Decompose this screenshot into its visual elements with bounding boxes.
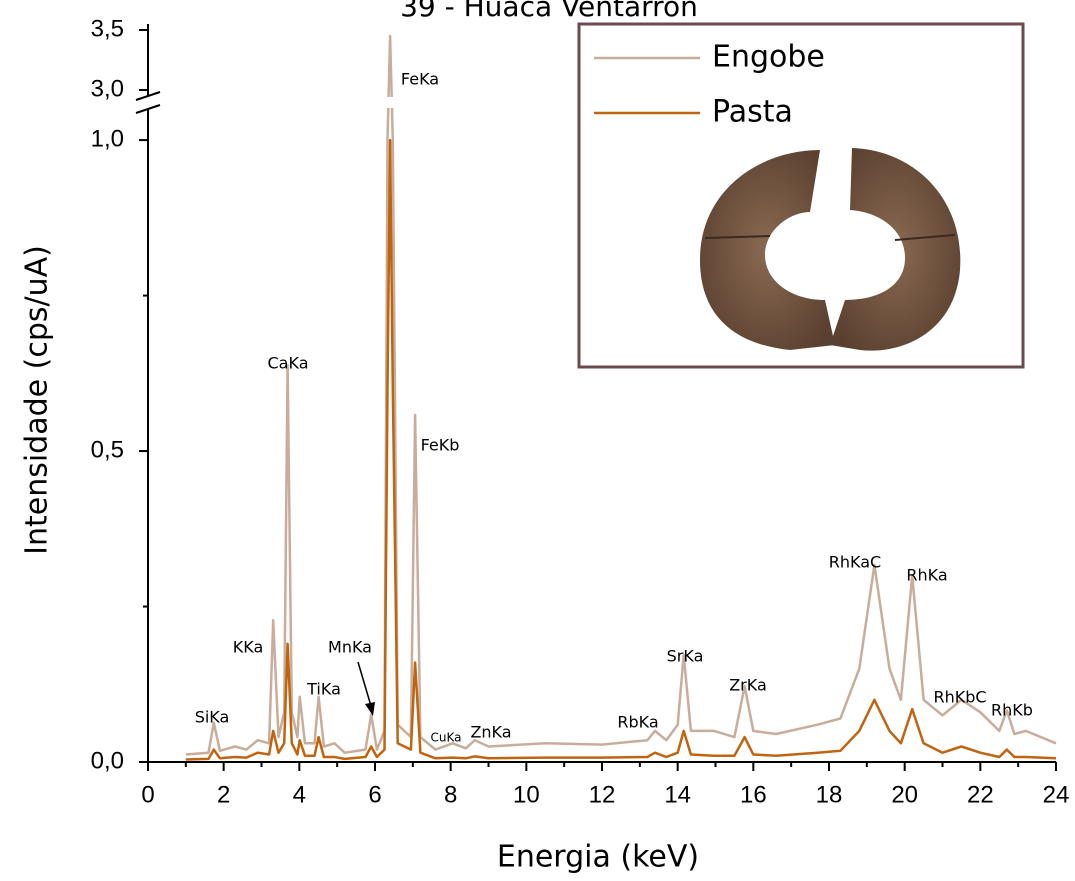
peak-label: ZrKa bbox=[729, 676, 767, 695]
x-tick-label: 6 bbox=[368, 781, 381, 808]
peak-label: SrKa bbox=[667, 647, 704, 666]
y-tick-label: 0,5 bbox=[91, 436, 124, 463]
y-tick-label: 3,0 bbox=[91, 75, 124, 102]
x-tick-label: 14 bbox=[664, 781, 691, 808]
peak-label: FeKa bbox=[401, 70, 439, 89]
x-tick-label: 24 bbox=[1043, 781, 1070, 808]
x-tick-label: 18 bbox=[816, 781, 843, 808]
annotation-arrow bbox=[357, 661, 372, 707]
peak-label: CuKa bbox=[431, 731, 462, 745]
spectrum-line bbox=[185, 34, 1057, 756]
x-tick-label: 22 bbox=[967, 781, 994, 808]
peak-label: KKa bbox=[233, 638, 264, 657]
x-tick-label: 2 bbox=[217, 781, 230, 808]
legend bbox=[577, 22, 1025, 369]
x-tick-label: 8 bbox=[444, 781, 457, 808]
sherd bbox=[830, 148, 961, 351]
peak-label: TiKa bbox=[306, 680, 341, 699]
legend-label: Pasta bbox=[712, 95, 793, 130]
y-axis-label: Intensidade (cps/uA) bbox=[20, 245, 55, 555]
peak-label: SiKa bbox=[195, 708, 230, 727]
y-tick-label: 1,0 bbox=[91, 125, 124, 152]
chart-title: 39 - Huaca Ventarron bbox=[400, 0, 698, 23]
axis-break-mark bbox=[135, 104, 161, 114]
photo bbox=[700, 148, 961, 351]
peak-label: MnKa bbox=[328, 638, 372, 657]
peak-label: RhKaC bbox=[829, 553, 881, 572]
peak-label: RhKa bbox=[906, 566, 947, 585]
y-tick-label: 3,5 bbox=[91, 15, 124, 42]
legend-label: Engobe bbox=[712, 40, 825, 75]
sherd bbox=[700, 150, 835, 350]
annotation-arrowhead bbox=[365, 702, 375, 716]
peak-label: ZnKa bbox=[470, 723, 511, 742]
spectrum-line bbox=[185, 138, 1057, 761]
y-tick-label: 0,0 bbox=[91, 747, 124, 774]
crack bbox=[704, 234, 956, 241]
peak-label: FeKb bbox=[421, 436, 460, 455]
peak-label: RbKa bbox=[617, 713, 658, 732]
axis-break-mark bbox=[135, 91, 161, 101]
x-tick-label: 4 bbox=[293, 781, 306, 808]
peak-label: RhKbC bbox=[933, 688, 986, 707]
peak-label: RhKb bbox=[991, 701, 1033, 720]
x-tick-label: 10 bbox=[513, 781, 540, 808]
x-tick-label: 12 bbox=[589, 781, 616, 808]
peak-label: CaKa bbox=[268, 354, 309, 373]
x-axis-label: Energia (keV) bbox=[497, 840, 699, 875]
x-tick-label: 20 bbox=[891, 781, 918, 808]
x-tick-label: 16 bbox=[740, 781, 767, 808]
x-tick-label: 0 bbox=[141, 781, 154, 808]
